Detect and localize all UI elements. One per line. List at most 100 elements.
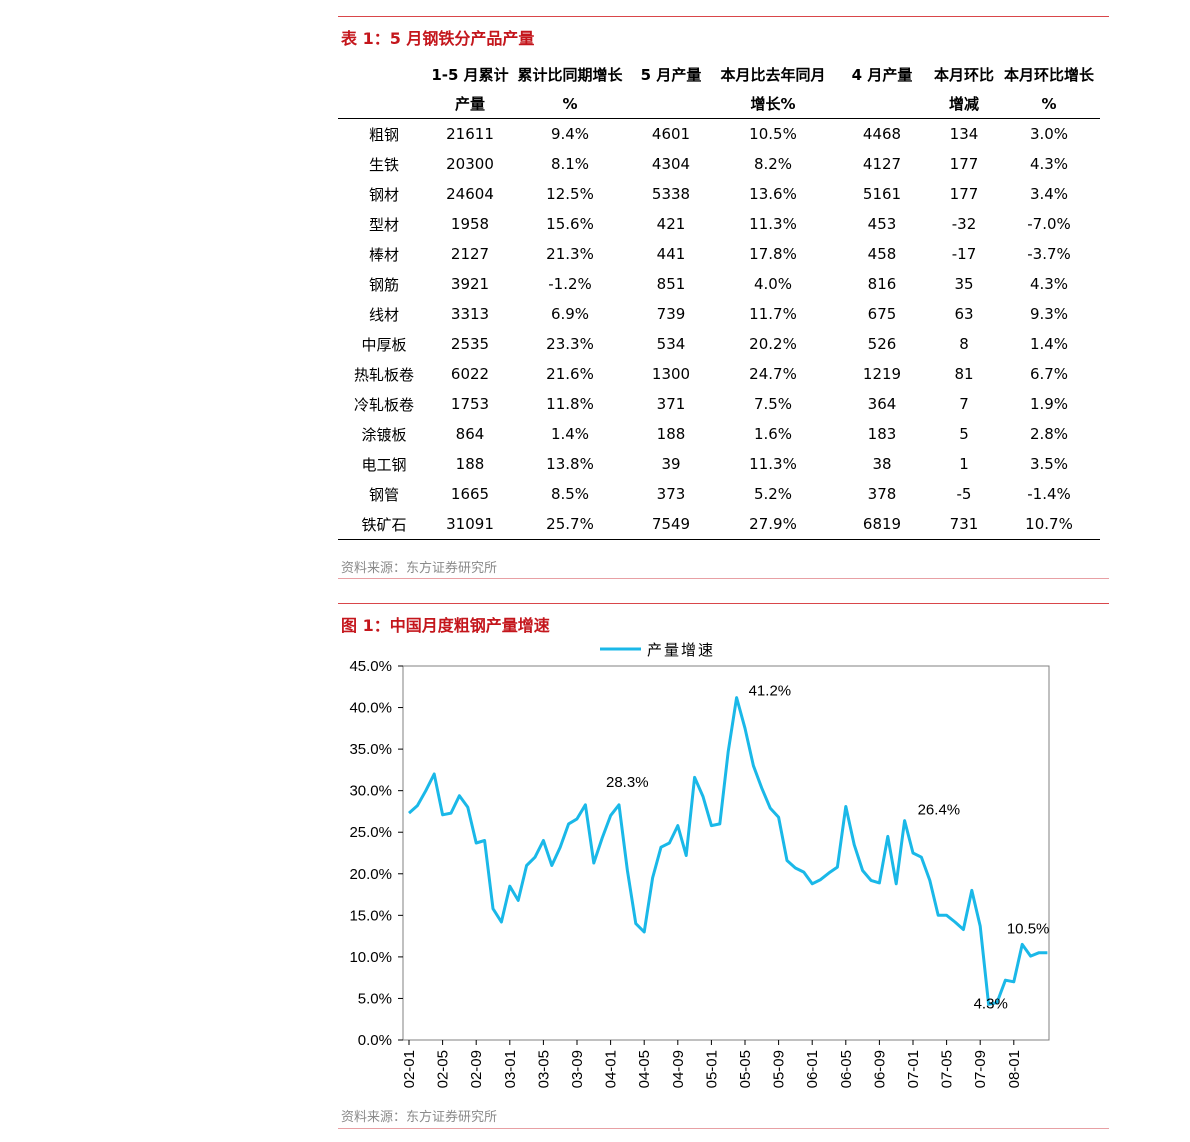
table-cell: 39 — [661, 455, 681, 473]
legend-label: 产量增速 — [647, 641, 715, 659]
table-cell: 3921 — [450, 275, 490, 293]
figure-top-rule — [338, 603, 1109, 604]
table-row: 中厚板 2535 23.3% 534 20.2% 526 8 1.4% — [338, 329, 1100, 359]
table-cell: 8 — [959, 335, 969, 353]
line-chart: 0.0% 5.0% 10.0% 15.0% 20.0% 25.0% 30.0% 35.0% 40… — [349, 641, 1050, 1088]
data-label: 41.2% — [749, 683, 792, 700]
header-cell — [338, 60, 430, 89]
table-row: 生铁 20300 8.1% 4304 8.2% 4127 177 4.3% — [338, 149, 1100, 179]
table-cell: 1300 — [651, 365, 691, 383]
table-cell: 4.3% — [1029, 275, 1069, 293]
table-header-row-2: 产量 % 增长% 增减 % — [338, 89, 1100, 119]
table-cell: 20300 — [446, 155, 494, 173]
table-cell: 11.8% — [546, 395, 594, 413]
table-cell: 38 — [872, 455, 892, 473]
x-tick-label: 03-09 — [569, 1050, 586, 1088]
header-cell — [834, 89, 930, 119]
table-row: 钢管 1665 8.5% 373 5.2% 378 -5 -1.4% — [338, 479, 1100, 509]
table-cell: -32 — [951, 215, 977, 233]
table-cell: 188 — [656, 425, 686, 443]
table-cell: 1.4% — [1029, 335, 1069, 353]
table-cell: 3313 — [450, 305, 490, 323]
table-cell: 35 — [954, 275, 974, 293]
table-cell: 183 — [867, 425, 897, 443]
x-tick-label: 03-01 — [502, 1050, 519, 1088]
x-tick-label: 02-01 — [401, 1050, 418, 1088]
table-cell: 15.6% — [546, 215, 594, 233]
y-tick-label: 0.0% — [358, 1032, 392, 1049]
table-row: 线材 3313 6.9% 739 11.7% 675 63 9.3% — [338, 299, 1100, 329]
table-cell: 3.4% — [1029, 185, 1069, 203]
table-cell: 5161 — [862, 185, 902, 203]
table-cell: 11.3% — [749, 455, 797, 473]
table-row: 粗钢 21611 9.4% 4601 10.5% 4468 134 3.0% — [338, 119, 1100, 150]
table-cell: 8.1% — [550, 155, 590, 173]
table-cell: 816 — [867, 275, 897, 293]
header-cell: 产量 — [430, 89, 510, 119]
table-cell: 21611 — [446, 125, 494, 143]
table-cell: 8.5% — [550, 485, 590, 503]
table-cell: 134 — [949, 125, 979, 143]
table-cell: 4.0% — [753, 275, 793, 293]
row-label: 型材 — [368, 215, 399, 234]
table-cell: 9.3% — [1029, 305, 1069, 323]
x-tick-label: 05-05 — [737, 1050, 754, 1088]
row-label: 棒材 — [368, 245, 399, 264]
table-cell: 6022 — [450, 365, 490, 383]
x-tick-label: 07-01 — [905, 1050, 922, 1088]
y-tick-label: 35.0% — [349, 741, 392, 758]
table-cell: 731 — [930, 509, 998, 540]
production-table: 1-5 月累计 累计比同期增长 5 月产量 本月比去年同月 4 月产量 本月环比… — [338, 60, 1100, 540]
table-cell: 864 — [455, 425, 485, 443]
table-bottom-rule — [338, 578, 1109, 579]
row-label: 热轧板卷 — [353, 365, 414, 384]
row-label: 电工钢 — [361, 455, 407, 474]
y-tick-label: 20.0% — [349, 866, 392, 883]
row-label: 线材 — [368, 305, 399, 324]
table-cell: 4304 — [651, 155, 691, 173]
table-cell: 1.4% — [550, 425, 590, 443]
table-cell: 24604 — [446, 185, 494, 203]
table-cell: 3.0% — [1029, 125, 1069, 143]
header-cell — [630, 89, 712, 119]
table-cell: 7549 — [630, 509, 712, 540]
table-cell: -7.0% — [1027, 215, 1071, 233]
table-body: 粗钢 21611 9.4% 4601 10.5% 4468 134 3.0% 生铁 20300 8.… — [338, 119, 1100, 540]
row-label: 铁矿石 — [338, 509, 430, 540]
table-cell: 9.4% — [550, 125, 590, 143]
table-cell: 17.8% — [749, 245, 797, 263]
table-row: 热轧板卷 6022 21.6% 1300 24.7% 1219 81 6.7% — [338, 359, 1100, 389]
table-cell: 24.7% — [749, 365, 797, 383]
table-cell: 21.6% — [546, 365, 594, 383]
table-cell: -1.2% — [548, 275, 592, 293]
table-row: 电工钢 188 13.8% 39 11.3% 38 1 3.5% — [338, 449, 1100, 479]
table-cell: 10.7% — [998, 509, 1100, 540]
table-title: 表 1：5 月钢铁分产品产量 — [341, 29, 535, 48]
table-cell: 21.3% — [546, 245, 594, 263]
series-line-production-growth — [408, 696, 1048, 1006]
x-tick-label: 07-05 — [939, 1050, 956, 1088]
x-tick-label: 04-01 — [603, 1050, 620, 1088]
table-row: 钢材 24604 12.5% 5338 13.6% 5161 177 3.4% — [338, 179, 1100, 209]
header-cell: 1-5 月累计 — [431, 66, 509, 84]
x-tick-label: 08-01 — [1006, 1050, 1023, 1088]
x-tick-label: 04-09 — [670, 1050, 687, 1088]
header-cell: 累计比同期增长 — [517, 66, 623, 84]
header-cell: 本月比去年同月 — [720, 66, 826, 84]
table-cell: 5338 — [651, 185, 691, 203]
table-cell: 441 — [656, 245, 686, 263]
table-cell: 2535 — [450, 335, 490, 353]
x-tick-label: 06-05 — [838, 1050, 855, 1088]
table-cell: 1 — [959, 455, 969, 473]
table-cell: 8.2% — [753, 155, 793, 173]
y-tick-label: 45.0% — [349, 658, 392, 675]
table-cell: 364 — [867, 395, 897, 413]
y-tick-label: 10.0% — [349, 949, 392, 966]
table-cell: 13.8% — [546, 455, 594, 473]
x-tick-label: 07-09 — [972, 1050, 989, 1088]
row-label: 粗钢 — [368, 125, 399, 144]
table-cell: 188 — [455, 455, 485, 473]
table-cell: -3.7% — [1027, 245, 1071, 263]
data-label: 28.3% — [606, 774, 649, 791]
top-rule — [338, 16, 1109, 17]
